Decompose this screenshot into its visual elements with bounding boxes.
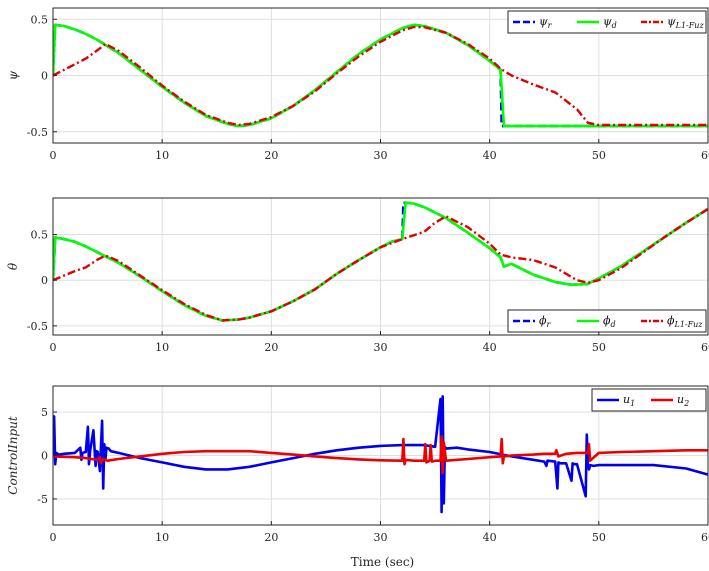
x-tick-label: 0 <box>50 531 57 544</box>
y-axis-label: θ <box>6 262 20 270</box>
series-line-2-3 <box>53 207 708 322</box>
legend: u1 u2 <box>591 388 707 412</box>
x-tick-label: 40 <box>483 149 497 162</box>
x-tick-label: 40 <box>483 531 497 544</box>
series-line-1-3 <box>53 25 708 127</box>
legend-label: u2 <box>677 393 689 408</box>
legend-box <box>507 10 707 34</box>
x-tick-label: 60 <box>701 149 709 162</box>
y-tick-label: 0.5 <box>31 13 49 26</box>
x-tick-label: 50 <box>592 149 606 162</box>
legend: ϕr ϕd ϕL1-Fuz <box>507 309 707 333</box>
legend-label: ψL1-Fuz <box>667 15 704 30</box>
x-tick-label: 20 <box>264 149 278 162</box>
x-tick-label: 60 <box>701 341 709 354</box>
legend-box <box>591 388 707 412</box>
y-tick-label: -0.5 <box>27 320 48 333</box>
x-tick-label: 50 <box>592 341 606 354</box>
chart-panel-3: 0 10 20 30 40 50 60 -5 0 5 ControlInput Time (sec) u… <box>6 385 709 569</box>
y-tick-label: 0.5 <box>31 229 49 242</box>
legend-label: ψr <box>539 15 553 30</box>
x-tick-label: 40 <box>483 341 497 354</box>
x-tick-label: 60 <box>701 531 709 544</box>
y-tick-label: 0 <box>41 274 48 287</box>
x-tick-label: 30 <box>374 341 388 354</box>
y-tick-label: 0 <box>41 450 48 463</box>
x-tick-label: 0 <box>50 341 57 354</box>
x-axis-label: Time (sec) <box>351 555 414 569</box>
y-tick-label: 0 <box>41 70 48 83</box>
y-axis-label: ControlInput <box>6 416 20 495</box>
legend-label: u1 <box>623 393 635 408</box>
legend-label: ϕd <box>603 314 616 329</box>
x-tick-label: 30 <box>374 531 388 544</box>
legend-box <box>507 309 707 333</box>
y-tick-label: -0.5 <box>27 126 48 139</box>
x-tick-label: 10 <box>155 149 169 162</box>
y-tick-label: -5 <box>37 493 48 506</box>
legend: ψr ψd ψL1-Fuz <box>507 10 707 34</box>
x-tick-label: 10 <box>155 341 169 354</box>
legend-label: ϕL1-Fuz <box>667 314 703 329</box>
series-line-3-1 <box>53 395 708 514</box>
legend-label: ψd <box>603 15 617 30</box>
x-tick-label: 0 <box>50 149 57 162</box>
x-tick-label: 20 <box>264 341 278 354</box>
x-tick-label: 20 <box>264 531 278 544</box>
series-line-3-2 <box>53 435 708 475</box>
x-tick-label: 30 <box>374 149 388 162</box>
legend-label: ϕr <box>539 314 552 329</box>
x-tick-label: 10 <box>155 531 169 544</box>
y-axis-label: ψ <box>6 70 20 80</box>
y-tick-label: 5 <box>41 406 48 419</box>
x-tick-label: 50 <box>592 531 606 544</box>
